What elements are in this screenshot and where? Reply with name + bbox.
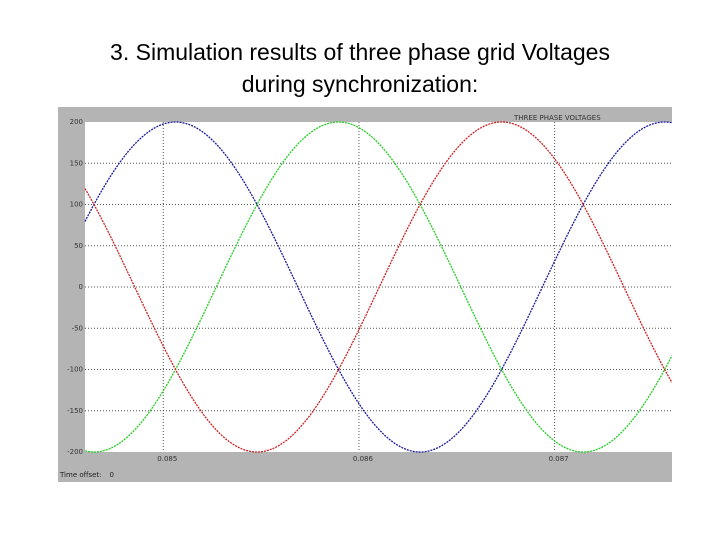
x-tick-label-2: 0.087	[549, 455, 569, 463]
series-line-1	[84, 121, 672, 453]
scope-window: 200 150 100 50 0 -50 -100 -150 -200 0.085 0.086 0.…	[58, 107, 672, 482]
slide-title: 3. Simulation results of three phase gri…	[40, 36, 680, 100]
grid-lines	[85, 122, 672, 452]
y-tick-label-0: 200	[70, 118, 83, 126]
series-line-2	[84, 121, 672, 453]
chart-title: THREE PHASE VOLTAGES	[513, 114, 601, 122]
y-tick-label-3: 50	[74, 242, 83, 250]
y-axis-ticks: 200 150 100 50 0 -50 -100 -150 -200	[67, 118, 83, 456]
series-line-0	[84, 121, 672, 453]
y-tick-label-6: -100	[67, 366, 83, 374]
series-lines	[84, 121, 672, 453]
y-tick-label-2: 100	[70, 201, 83, 209]
y-tick-label-4: 0	[79, 283, 83, 291]
slide-title-line-1: 3. Simulation results of three phase gri…	[110, 39, 610, 65]
time-offset-readout: Time offset: 0	[60, 471, 122, 479]
slide-title-line-2: during synchronization:	[241, 71, 479, 97]
x-axis-ticks: 0.085 0.086 0.087	[157, 455, 568, 463]
y-tick-label-8: -200	[67, 448, 83, 456]
time-offset-value: 0	[109, 471, 114, 479]
y-tick-label-5: -50	[72, 324, 83, 332]
y-tick-label-7: -150	[67, 407, 83, 415]
x-tick-label-1: 0.086	[353, 455, 374, 463]
x-tick-label-0: 0.085	[157, 455, 177, 463]
y-tick-label-1: 150	[70, 159, 83, 167]
time-offset-label: Time offset:	[60, 471, 102, 479]
